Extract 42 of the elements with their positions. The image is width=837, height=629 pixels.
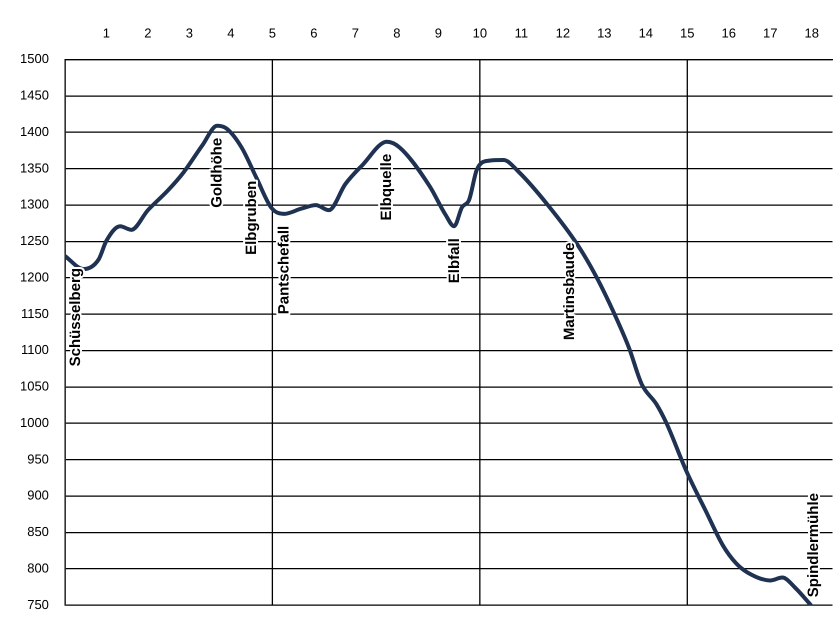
annotation: Pantschefall	[276, 226, 293, 314]
x-tick-label: 10	[472, 25, 488, 40]
y-tick-label: 1200	[20, 269, 49, 284]
x-tick-label: 1	[102, 25, 110, 40]
x-tick-label: 17	[763, 25, 778, 40]
x-tick-label: 11	[514, 25, 528, 40]
annotation: Goldhöhe	[208, 138, 226, 208]
y-tick-label: 850	[27, 524, 49, 540]
annotation: Spindlermühle	[804, 493, 822, 598]
x-tick-label: 14	[638, 25, 654, 40]
y-tick-label: 750	[27, 596, 49, 612]
y-tick-label: 900	[27, 488, 49, 503]
y-tick-label: 800	[27, 560, 49, 576]
annotation: Elbgruben	[242, 180, 260, 255]
x-tick-label: 15	[680, 25, 695, 40]
y-tick-label: 1400	[20, 124, 49, 139]
y-tick-label: 1300	[20, 196, 49, 212]
x-tick-label: 2	[144, 25, 152, 40]
x-tick-label: 6	[310, 25, 318, 40]
y-tick-label: 950	[27, 451, 49, 466]
y-tick-label: 1150	[20, 306, 49, 321]
y-tick-label: 1250	[20, 233, 49, 248]
x-tick-label: 8	[393, 25, 400, 40]
y-tick-label: 1100	[20, 342, 49, 358]
x-tick-label: 4	[227, 25, 235, 40]
y-tick-label: 1050	[20, 378, 49, 394]
annotation: Schüsselberg	[67, 268, 84, 366]
x-tick-label: 5	[268, 25, 276, 40]
x-tick-label: 7	[352, 25, 359, 40]
y-tick-label: 1350	[20, 160, 49, 176]
x-tick-label: 18	[804, 25, 820, 40]
y-tick-label: 1000	[20, 414, 49, 430]
x-tick-label: 16	[722, 25, 736, 40]
y-tick-label: 1450	[20, 88, 49, 103]
annotation: Elbfall	[446, 238, 464, 284]
x-tick-label: 13	[597, 25, 612, 40]
annotation: Martinsbaude	[561, 242, 578, 340]
x-tick-label: 12	[556, 25, 570, 40]
y-tick-label: 1500	[20, 51, 49, 66]
annotation: Elbquelle	[378, 154, 396, 220]
x-tick-label: 9	[434, 25, 442, 40]
x-tick-label: 3	[186, 25, 194, 40]
